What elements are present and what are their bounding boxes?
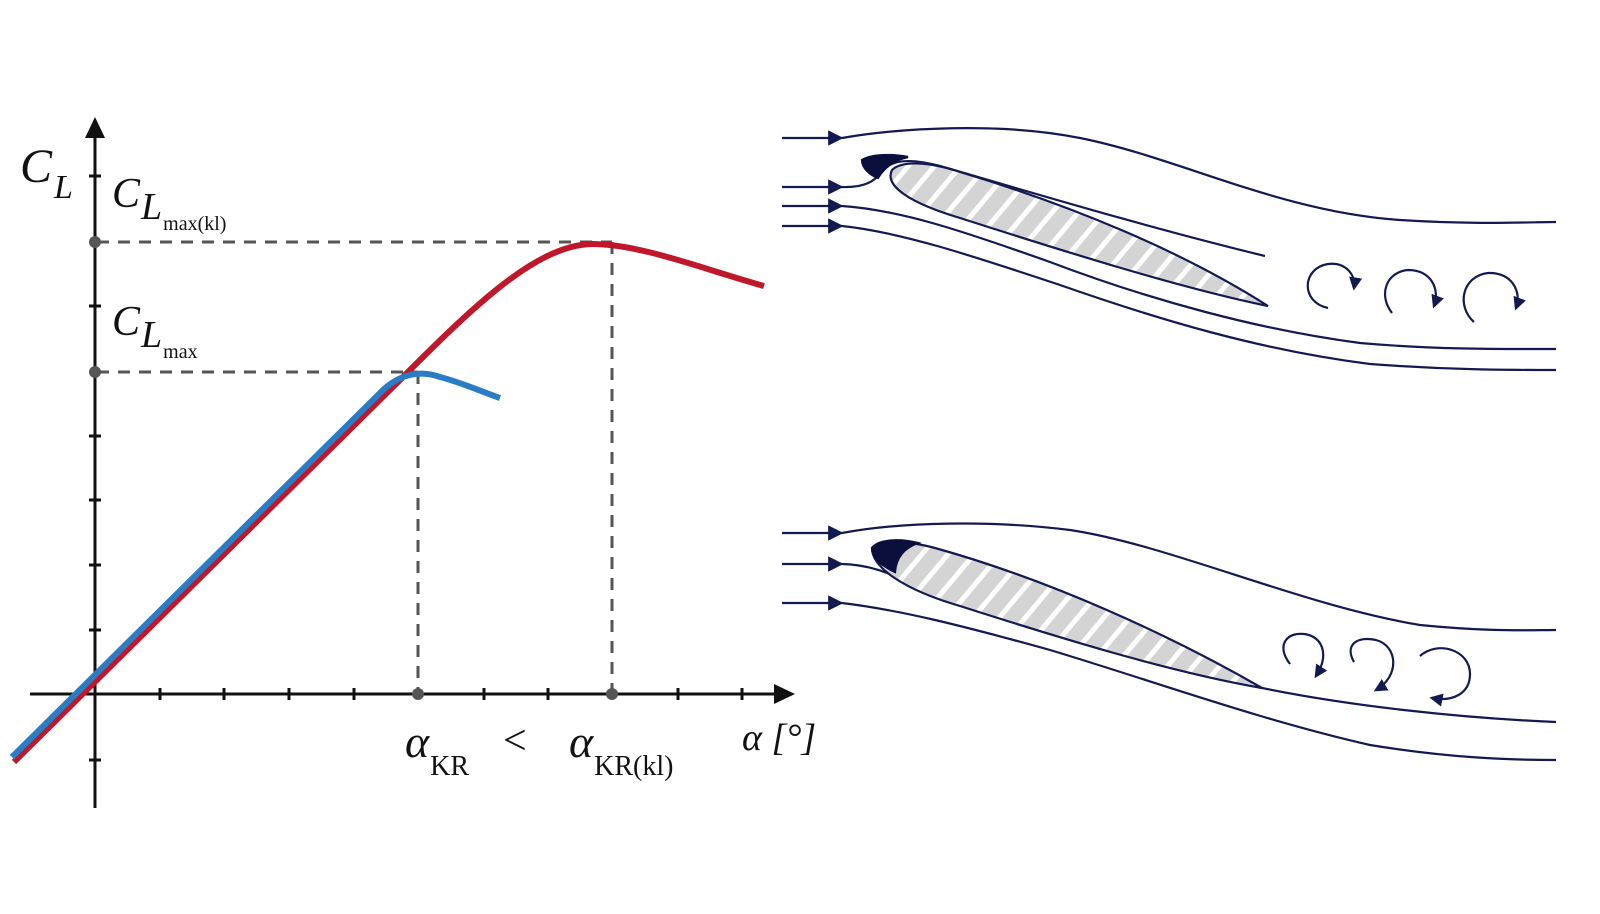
alpha-cr-flap-label: αKR(kl) bbox=[569, 716, 673, 782]
alpha-cr-label: αKR bbox=[405, 716, 469, 782]
lift-graph: CL CLmax(kl) CLmax αKR < αKR(kl) α [°] bbox=[9, 117, 816, 808]
vortex-arrow-icon bbox=[1306, 262, 1363, 310]
airfoil-basic-flow bbox=[782, 522, 1557, 762]
streamline-bottom bbox=[841, 601, 1557, 762]
axes bbox=[30, 136, 776, 808]
x-axis-ticks bbox=[158, 688, 744, 700]
y-axis-label: CL bbox=[20, 140, 73, 206]
y-axis-ticks bbox=[89, 174, 101, 762]
streamline-top bbox=[841, 127, 1557, 224]
comparison-sign: < bbox=[503, 718, 527, 764]
vortex-arrow-icon bbox=[1282, 632, 1328, 679]
airfoil-with-slat-flow bbox=[782, 127, 1557, 372]
point-alpha-cr-flap bbox=[606, 688, 618, 700]
streamline-lower-1 bbox=[841, 204, 1557, 351]
dashed-guides bbox=[97, 240, 614, 694]
vortex-arrow-icon bbox=[1349, 637, 1395, 692]
x-axis-label: α [°] bbox=[742, 717, 816, 759]
leading-edge-slat-attached bbox=[870, 539, 922, 574]
lift-curve-with-slat bbox=[11, 241, 765, 765]
cl-max-label: CLmax bbox=[112, 299, 198, 363]
streamline-lower-2 bbox=[841, 224, 1557, 372]
point-clmax bbox=[89, 366, 101, 378]
airfoil-top bbox=[889, 162, 1269, 308]
point-clmax-flap bbox=[89, 236, 101, 248]
vortex-arrow-icon bbox=[1419, 647, 1472, 707]
point-alpha-cr bbox=[412, 688, 424, 700]
airfoil-bottom bbox=[870, 540, 1263, 690]
vortex-arrow-icon bbox=[1383, 268, 1444, 314]
cl-max-flap-label: CLmax(kl) bbox=[112, 171, 226, 235]
guide-points bbox=[89, 236, 618, 700]
vortex-arrow-icon bbox=[1462, 271, 1526, 323]
y-axis-arrowhead-icon bbox=[85, 117, 105, 138]
x-axis-arrowhead-icon bbox=[774, 684, 795, 704]
streamline-top bbox=[841, 522, 1557, 632]
lift-curve-basic bbox=[9, 370, 501, 760]
leading-edge-slat bbox=[860, 153, 909, 180]
